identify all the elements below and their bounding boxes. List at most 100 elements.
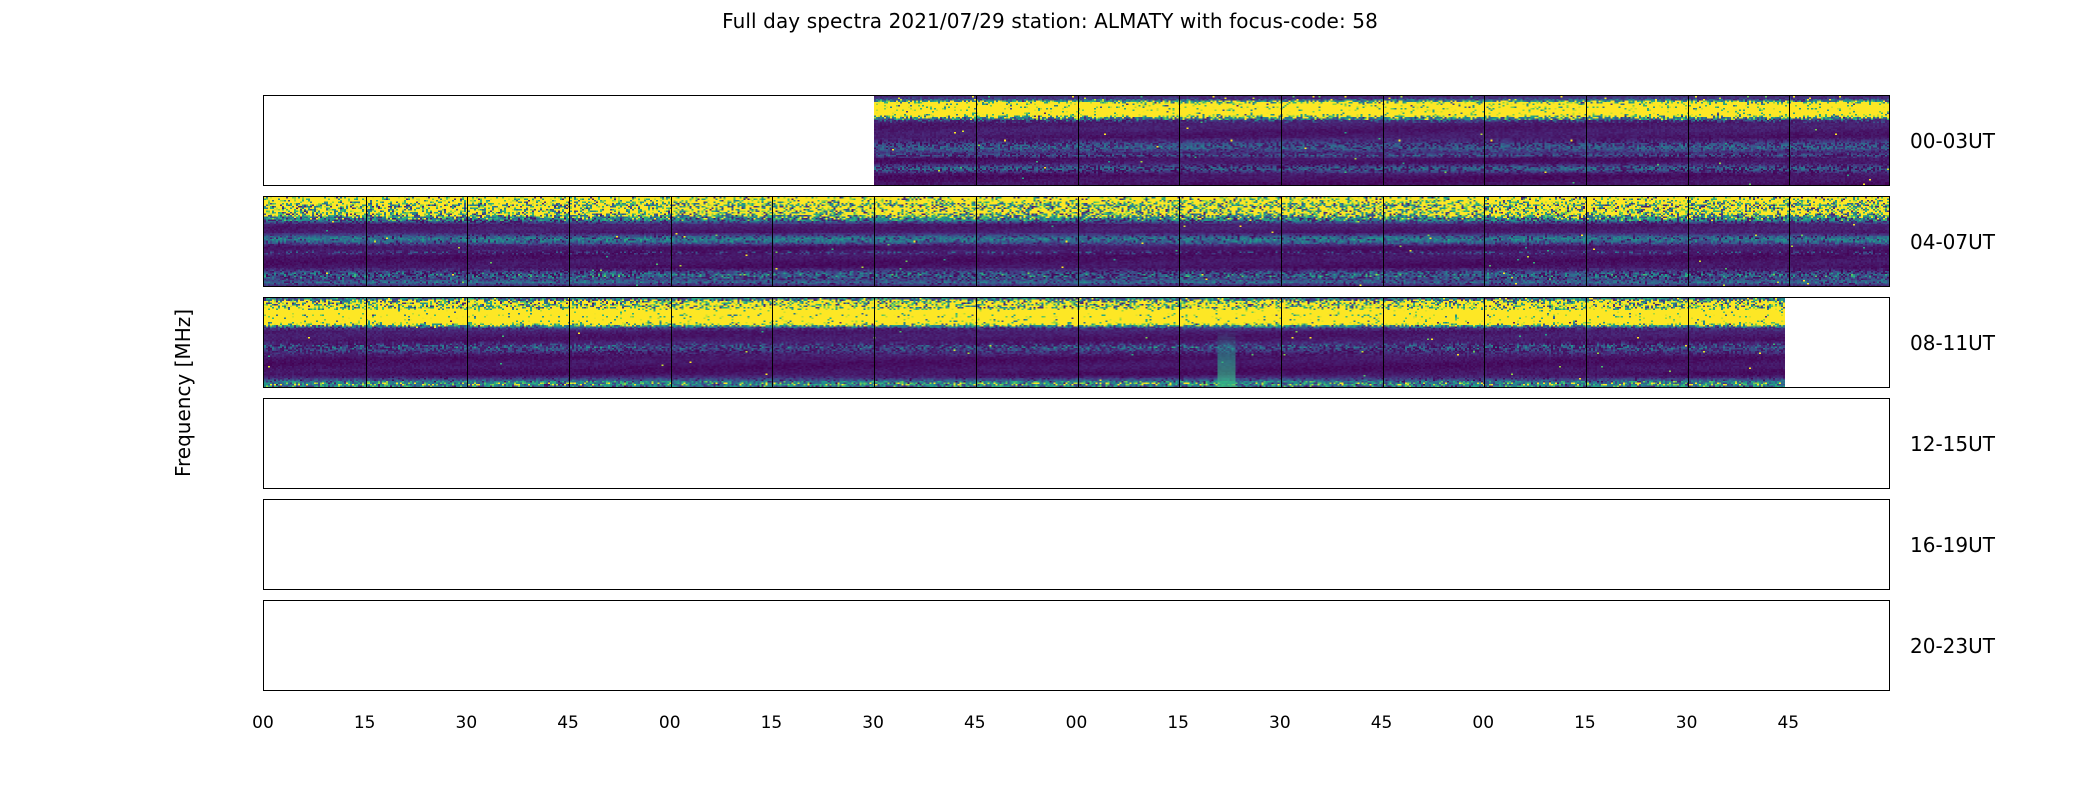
x-axis-tick (1484, 690, 1485, 691)
x-axis-tick (467, 488, 468, 489)
x-axis-tick (772, 387, 773, 388)
x-axis-tick (1688, 185, 1689, 186)
column-separator (772, 197, 774, 286)
row-label-20-23ut: 20-23UT (1910, 633, 1995, 658)
x-axis-tick (1484, 387, 1485, 388)
column-separator (874, 298, 876, 387)
panel-plot-area (264, 197, 1889, 286)
x-axis-tick (772, 488, 773, 489)
x-axis-tick (671, 286, 672, 287)
column-separator (670, 197, 672, 286)
x-axis-tick (1383, 690, 1384, 691)
spectrogram-panel: 15010050 (263, 600, 1890, 691)
column-separator (1179, 197, 1181, 286)
x-axis-tick (671, 690, 672, 691)
column-separator (874, 197, 876, 286)
x-axis-tick (874, 185, 875, 186)
column-separator (1585, 197, 1587, 286)
x-axis-tick-label: 30 (455, 713, 478, 733)
x-axis-tick (569, 690, 570, 691)
column-separator (1280, 298, 1282, 387)
y-axis-tick: 150 (263, 205, 264, 206)
column-separator (1789, 197, 1791, 286)
x-axis-tick (874, 488, 875, 489)
y-axis-tick: 100 (263, 146, 264, 147)
x-axis-tick (1383, 185, 1384, 186)
x-axis-tick (976, 589, 977, 590)
x-axis-tick (1789, 185, 1790, 186)
x-axis-tick-label: 45 (1777, 713, 1800, 733)
x-axis-tick (1179, 690, 1180, 691)
x-axis-tick (467, 387, 468, 388)
x-axis-tick (772, 690, 773, 691)
x-axis-tick (1586, 690, 1587, 691)
panel-plot-area (264, 399, 1889, 488)
x-axis-tick (1688, 286, 1689, 287)
x-axis-tick (366, 185, 367, 186)
x-axis-tick (671, 589, 672, 590)
column-separator (1484, 96, 1486, 185)
x-axis-tick (1789, 286, 1790, 287)
x-axis-tick (1688, 589, 1689, 590)
x-axis-tick (1484, 488, 1485, 489)
x-axis-tick (772, 589, 773, 590)
x-axis-tick (1281, 690, 1282, 691)
column-separator (1789, 96, 1791, 185)
x-axis-tick (1484, 589, 1485, 590)
column-separator (467, 298, 469, 387)
column-separator (1077, 197, 1079, 286)
x-axis-tick (1281, 589, 1282, 590)
column-separator (1585, 96, 1587, 185)
x-axis-tick-label: 30 (862, 713, 884, 733)
x-axis-tick (1281, 286, 1282, 287)
x-axis-tick (1383, 589, 1384, 590)
x-axis-tick (1586, 185, 1587, 186)
x-axis-tick (671, 488, 672, 489)
spectrogram-panel: 15010050 (263, 297, 1890, 388)
x-axis-tick (1688, 488, 1689, 489)
column-separator (1179, 96, 1181, 185)
y-axis-tick: 150 (263, 407, 264, 408)
x-axis-tick-label: 00 (1472, 713, 1495, 733)
column-separator (1077, 96, 1079, 185)
spectrogram-raster (874, 96, 1889, 185)
x-axis-tick (1789, 488, 1790, 489)
x-axis-tick-label: 30 (1675, 713, 1698, 733)
column-separator (670, 298, 672, 387)
x-axis-tick-label: 15 (353, 713, 376, 733)
x-axis-tick (1179, 488, 1180, 489)
column-separator (569, 197, 571, 286)
column-separator (1687, 96, 1689, 185)
x-axis-tick (671, 185, 672, 186)
x-axis-tick (1281, 488, 1282, 489)
column-separator (1382, 197, 1384, 286)
x-axis-tick (1484, 185, 1485, 186)
y-axis-tick: 100 (263, 651, 264, 652)
x-axis-tick (467, 185, 468, 186)
x-axis-tick (467, 589, 468, 590)
panel-plot-area (264, 298, 1889, 387)
x-axis-tick (467, 286, 468, 287)
spectrogram-canvas (264, 197, 1889, 286)
row-label-00-03ut: 00-03UT (1910, 128, 1995, 153)
column-separator (1280, 96, 1282, 185)
spectrogram-canvas (264, 298, 1786, 387)
row-label-16-19ut: 16-19UT (1910, 532, 1995, 557)
x-axis-tick (366, 488, 367, 489)
row-label-12-15ut: 12-15UT (1910, 431, 1995, 456)
spectrogram-panel: 15010050 (263, 196, 1890, 287)
x-axis-tick (569, 488, 570, 489)
page-title: Full day spectra 2021/07/29 station: ALM… (722, 9, 1378, 33)
column-separator (772, 298, 774, 387)
column-separator (975, 197, 977, 286)
spectrogram-raster (264, 298, 1786, 387)
y-axis-tick: 100 (263, 550, 264, 551)
column-separator (1484, 197, 1486, 286)
x-axis-tick-label: 00 (658, 713, 681, 733)
x-axis-tick (1179, 185, 1180, 186)
column-separator (1687, 298, 1689, 387)
y-axis-tick: 150 (263, 609, 264, 610)
column-separator (467, 197, 469, 286)
panel-plot-area (264, 601, 1889, 690)
